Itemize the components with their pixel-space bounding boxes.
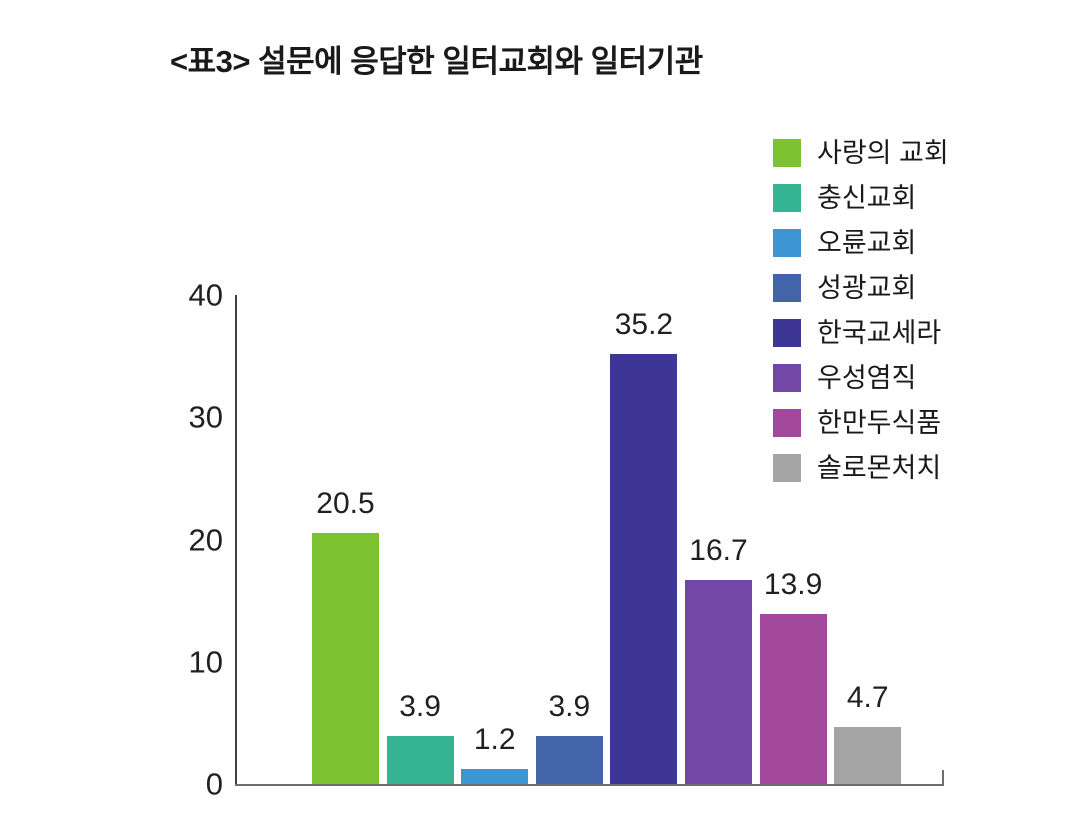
legend-swatch-icon	[773, 184, 801, 212]
legend-item: 성광교회	[773, 274, 949, 302]
legend-label: 솔로몬처치	[817, 452, 942, 483]
legend-swatch-icon	[773, 454, 801, 482]
bar-value-label: 1.2	[473, 723, 516, 757]
plot-area: 0 10 20 30 40 20.5 3.9 1.2 3.9 35.2 16.7 13.9 4.7	[189, 280, 944, 800]
bar-value-label: 3.9	[399, 690, 441, 724]
legend-swatch-icon	[773, 139, 801, 167]
legend-swatch-icon	[773, 229, 801, 257]
bar-value-label: 35.2	[614, 307, 674, 341]
y-tick-label: 10	[188, 644, 223, 680]
legend-item: 오륜교회	[773, 229, 949, 257]
bar	[535, 736, 603, 784]
legend-label: 성광교회	[817, 272, 917, 303]
x-axis-line	[235, 784, 944, 786]
x-axis-end-tick	[942, 770, 944, 784]
bar	[461, 769, 529, 784]
legend-swatch-icon	[773, 409, 801, 437]
legend-label: 한만두식품	[817, 407, 942, 438]
legend-item: 한만두식품	[773, 409, 949, 437]
legend-item: 우성염직	[773, 364, 949, 392]
legend-label: 우성염직	[817, 362, 917, 393]
legend-item: 사랑의 교회	[773, 139, 949, 167]
bar	[610, 353, 678, 784]
legend-label: 한국교세라	[817, 317, 942, 348]
bar-value-label: 16.7	[689, 533, 748, 567]
legend-swatch-icon	[773, 274, 801, 302]
bar	[834, 726, 902, 784]
legend-item: 충신교회	[773, 184, 949, 212]
y-tick-label: 40	[188, 277, 223, 313]
legend-swatch-icon	[773, 319, 801, 347]
bar-value-label: 3.9	[548, 690, 591, 724]
legend-swatch-icon	[773, 364, 801, 392]
bar	[685, 579, 752, 784]
y-tick-label: 20	[188, 522, 223, 557]
legend-item: 한국교세라	[773, 319, 949, 347]
bar	[759, 614, 827, 784]
bar	[386, 736, 454, 784]
legend-label: 오륜교회	[817, 227, 917, 258]
y-tick-label: 30	[188, 399, 223, 435]
legend-label: 충신교회	[817, 182, 917, 213]
bar-value-label: 20.5	[316, 487, 375, 521]
chart-title: <표3> 설문에 응답한 일터교회와 일터기관	[170, 44, 703, 79]
legend-item: 솔로몬처치	[773, 454, 949, 482]
y-axis-line	[235, 295, 237, 784]
legend-label: 사랑의 교회	[817, 137, 949, 168]
bar-value-label: 13.9	[763, 568, 823, 602]
bar	[312, 533, 379, 784]
bar-value-label: 4.7	[846, 680, 889, 714]
y-tick-label: 0	[205, 766, 223, 802]
